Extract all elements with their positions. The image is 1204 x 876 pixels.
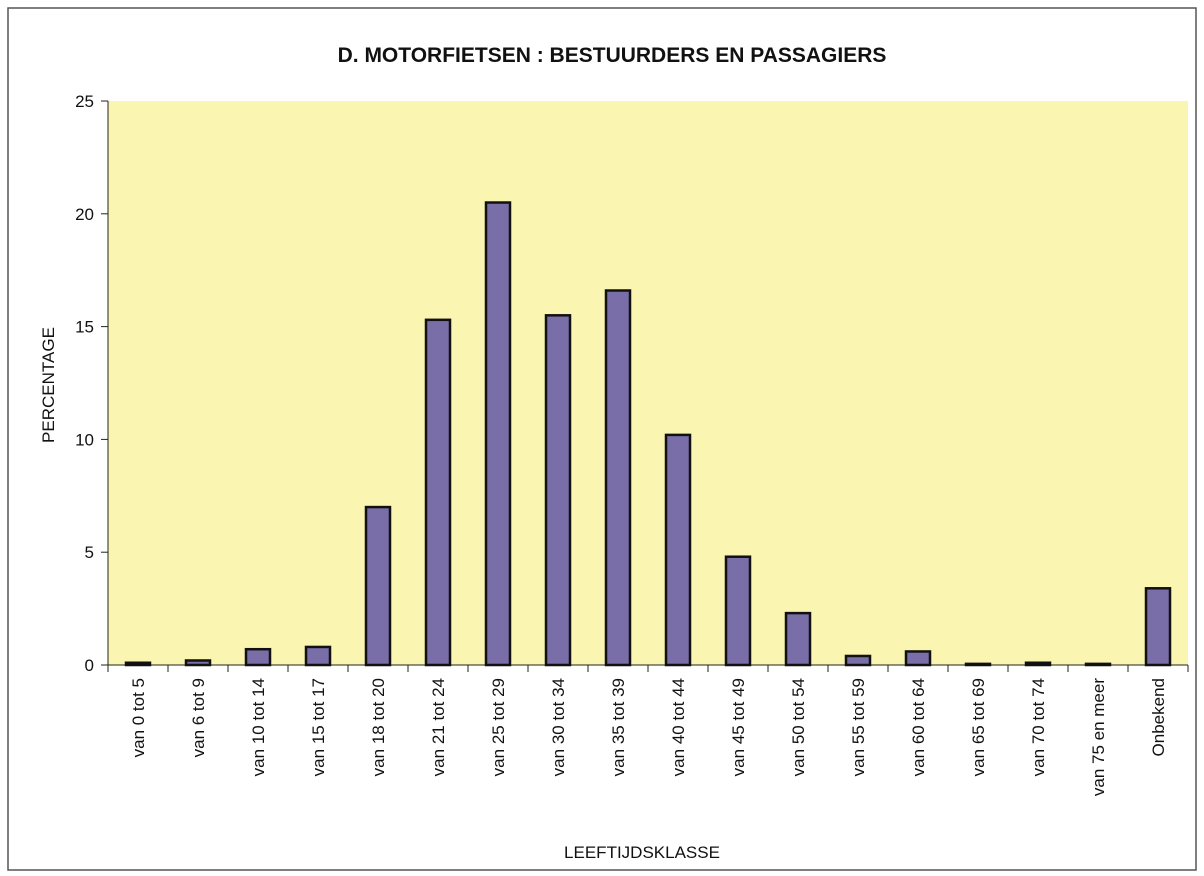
bar xyxy=(1084,662,1112,667)
y-tick-label: 5 xyxy=(85,543,94,562)
y-tick-label: 0 xyxy=(85,656,94,675)
bar xyxy=(244,647,272,667)
x-tick-label: van 21 tot 24 xyxy=(429,678,448,776)
x-tick-label: van 25 tot 29 xyxy=(489,678,508,776)
chart-title: D. MOTORFIETSEN : BESTUURDERS EN PASSAGI… xyxy=(338,44,887,67)
bar xyxy=(364,505,392,667)
x-tick-label: Onbekend xyxy=(1149,678,1168,756)
x-tick-label: van 50 tot 54 xyxy=(789,678,808,776)
bar xyxy=(304,645,332,667)
y-tick-label: 15 xyxy=(75,318,94,337)
x-tick-label: van 10 tot 14 xyxy=(249,678,268,776)
plot-area xyxy=(108,101,1188,665)
bar xyxy=(664,433,692,667)
bar xyxy=(1144,587,1172,667)
bar xyxy=(544,314,572,667)
x-tick-label: van 0 tot 5 xyxy=(129,678,148,757)
x-tick-label: van 45 tot 49 xyxy=(729,678,748,776)
x-tick-label: van 70 tot 74 xyxy=(1029,678,1048,776)
x-tick-label: van 6 tot 9 xyxy=(189,678,208,757)
bar xyxy=(724,555,752,667)
y-axis-label: PERCENTAGE xyxy=(39,327,58,443)
x-tick-label: van 65 tot 69 xyxy=(969,678,988,776)
bar xyxy=(784,611,812,667)
y-tick-label: 10 xyxy=(75,430,94,449)
bar xyxy=(424,318,452,667)
y-tick-label: 25 xyxy=(75,92,94,111)
x-tick-label: van 35 tot 39 xyxy=(609,678,628,776)
x-tick-label: van 75 en meer xyxy=(1089,678,1108,796)
x-tick-label: van 15 tot 17 xyxy=(309,678,328,776)
y-tick-label: 20 xyxy=(75,205,94,224)
bar xyxy=(184,659,212,667)
bar xyxy=(904,650,932,667)
bar xyxy=(484,201,512,667)
x-tick-label: van 18 tot 20 xyxy=(369,678,388,776)
bar xyxy=(124,661,152,667)
bar xyxy=(964,662,992,667)
bar xyxy=(604,289,632,667)
x-axis-label: LEEFTIJDSKLASSE xyxy=(564,843,720,862)
x-tick-label: van 55 tot 59 xyxy=(849,678,868,776)
x-tick-label: van 40 tot 44 xyxy=(669,678,688,776)
x-tick-label: van 30 tot 34 xyxy=(549,678,568,776)
x-tick-label: van 60 tot 64 xyxy=(909,678,928,776)
bar xyxy=(844,654,872,667)
bar xyxy=(1024,661,1052,667)
